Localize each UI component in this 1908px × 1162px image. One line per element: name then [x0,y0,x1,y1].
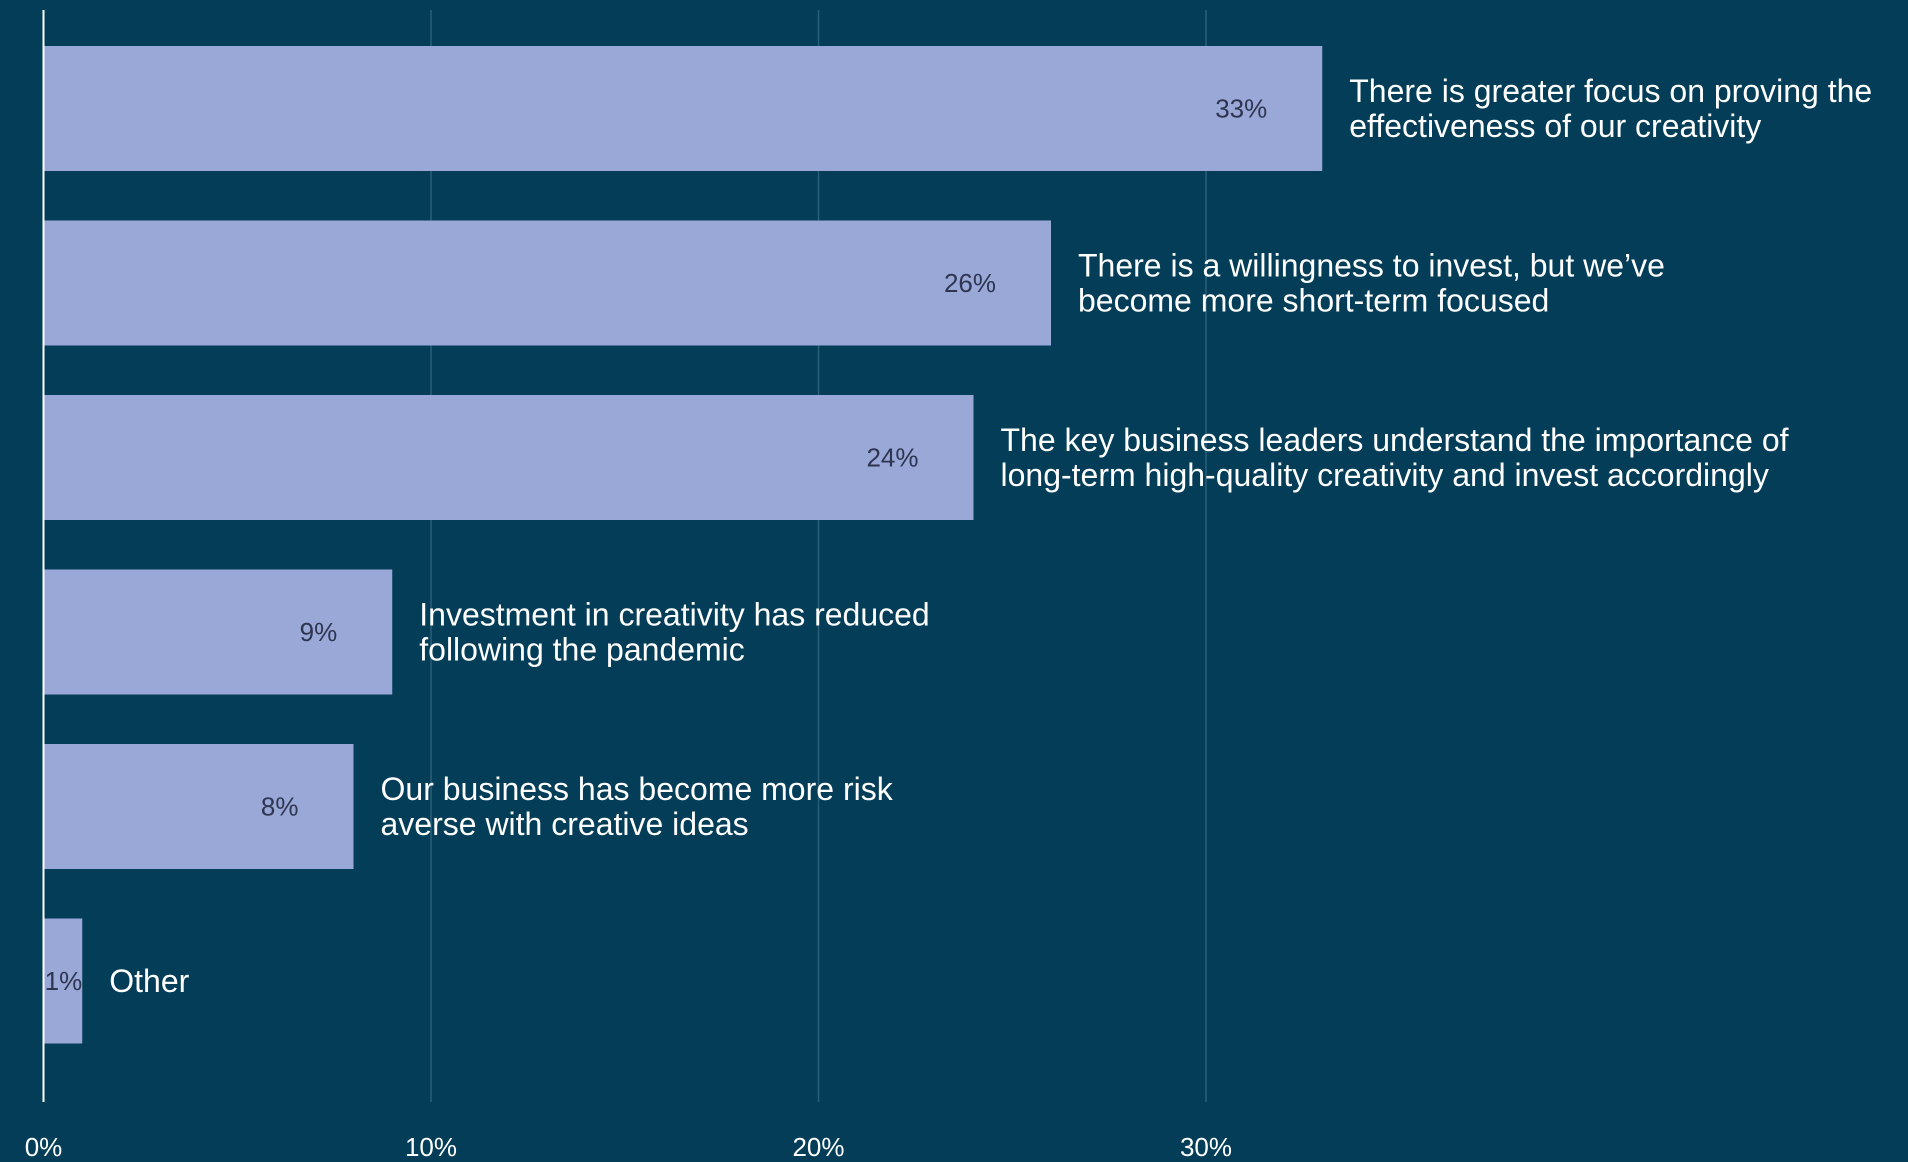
category-label: Investment in creativity has reduced foll… [419,597,929,668]
bar-value-label: 1% [45,966,83,996]
bar [43,744,354,869]
bar [43,569,393,695]
category-label: Our business has become more risk averse … [381,771,894,842]
category-label-line: following the pandemic [419,632,745,668]
category-label-line: Investment in creativity has reduced [419,597,929,633]
category-label-line: Our business has become more risk [381,771,894,807]
category-label: There is a willingness to invest, but we… [1078,248,1665,319]
category-label: The key business leaders understand the … [1001,422,1789,493]
bar-value-label: 8% [261,792,299,822]
bars: 33% There is greater focus on proving the… [43,46,1872,1044]
bar-value-label: 26% [944,268,996,298]
bar [43,918,83,1044]
bar-value-label: 9% [300,617,338,647]
category-label-line: There is a willingness to invest, but we… [1078,248,1665,284]
category-label-line: become more short-term focused [1078,283,1549,319]
x-tick-label: 10% [405,1132,457,1162]
gridlines [430,10,1207,1102]
category-label: There is greater focus on proving the eff… [1349,73,1872,144]
bar [43,46,1323,171]
category-label-line: long-term high-quality creativity and in… [1001,457,1769,493]
x-tick-label: 20% [792,1132,844,1162]
category-label-line: averse with creative ideas [381,806,749,842]
bar [43,220,1051,346]
category-label-line: The key business leaders understand the … [1001,422,1789,458]
x-axis: 0% 10% 20% 30% [25,1132,1232,1162]
bar-value-label: 33% [1215,94,1267,124]
category-label-line: effectiveness of our creativity [1349,108,1761,144]
category-label-line: There is greater focus on proving the [1349,73,1872,109]
x-tick-label: 0% [25,1132,63,1162]
category-label-line: Other [109,963,189,999]
x-tick-label: 30% [1180,1132,1232,1162]
category-label: Other [109,963,189,999]
bar [43,395,974,520]
bar-value-label: 24% [866,443,918,473]
